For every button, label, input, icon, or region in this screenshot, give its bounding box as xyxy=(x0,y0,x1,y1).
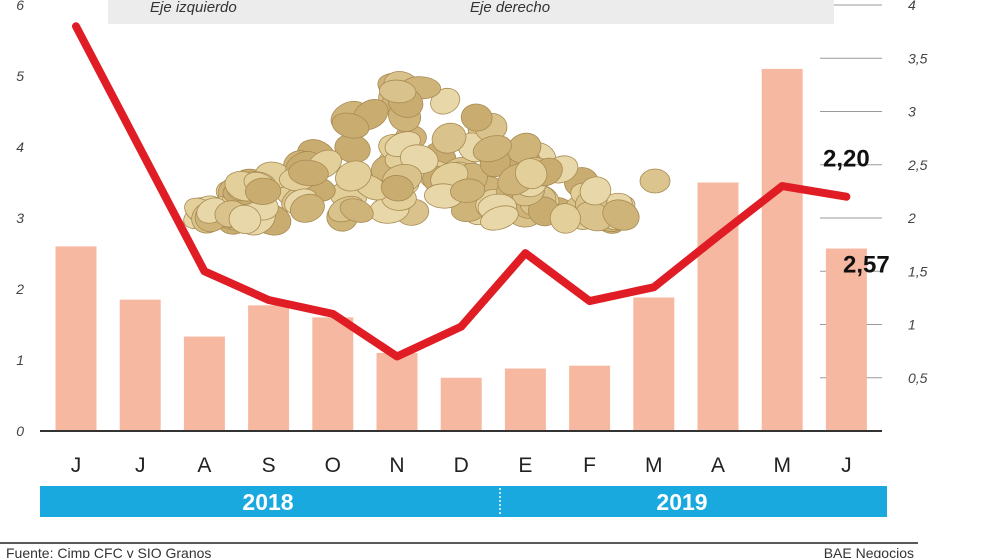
soybean xyxy=(602,199,640,231)
footer-credit: BAE Negocios xyxy=(824,545,914,558)
x-tick-label: M xyxy=(645,454,663,477)
data-labels: 2,57 2,20 xyxy=(823,146,890,279)
soybean xyxy=(331,112,370,139)
x-tick-label: M xyxy=(773,454,791,477)
footer-source: Fuente: Cimp CFC y SIO Granos xyxy=(6,545,211,558)
left-tick-label: 0 xyxy=(16,423,24,439)
soybean xyxy=(244,177,282,205)
left-tick-label: 5 xyxy=(16,68,24,84)
legend-left-text: Eje izquierdo xyxy=(150,0,237,16)
x-tick-label: F xyxy=(583,454,596,477)
soybean-illustration xyxy=(183,71,671,236)
soybean xyxy=(549,203,581,234)
year-label-2019: 2019 xyxy=(656,489,707,515)
left-tick-label: 6 xyxy=(16,0,24,13)
x-tick-label: J xyxy=(71,454,82,477)
bar xyxy=(312,317,354,431)
legend-background xyxy=(108,0,834,24)
soybean xyxy=(288,159,329,187)
x-tick-label: D xyxy=(454,454,469,477)
x-tick-label: A xyxy=(711,454,725,477)
soybean xyxy=(472,135,512,163)
right-tick-label: 3,5 xyxy=(908,50,928,66)
bar xyxy=(761,68,803,432)
legend-box: Eje izquierdo Eje derecho xyxy=(108,0,834,24)
soybean xyxy=(379,79,417,104)
bar xyxy=(376,352,418,431)
bar xyxy=(248,305,290,431)
year-label-2018: 2018 xyxy=(242,489,293,515)
soybean xyxy=(289,193,325,223)
soybean xyxy=(339,198,374,223)
bar xyxy=(633,297,675,431)
left-tick-label: 1 xyxy=(16,352,24,368)
soybean xyxy=(579,176,612,206)
data-label: 2,57 xyxy=(843,252,890,279)
right-axis-ticks: 0,5 1 1,5 2 2,5 3 3,5 4 xyxy=(907,0,928,386)
price-line xyxy=(72,22,851,361)
x-tick-label: N xyxy=(389,454,404,477)
soybean xyxy=(460,103,493,132)
bar xyxy=(569,365,611,431)
right-tick-label: 1,5 xyxy=(908,263,928,279)
soybean xyxy=(450,178,486,203)
x-tick-label: O xyxy=(325,454,341,477)
data-label: 2,20 xyxy=(823,146,870,173)
bar xyxy=(697,182,739,431)
soybean xyxy=(639,168,671,194)
right-tick-label: 2,5 xyxy=(907,157,928,173)
bars xyxy=(55,68,867,432)
legend-right-text: Eje derecho xyxy=(470,0,550,16)
soybean xyxy=(431,122,467,154)
right-tick-label: 0,5 xyxy=(908,370,928,386)
bar xyxy=(119,299,161,431)
left-axis-ticks: 0 1 2 3 4 5 6 xyxy=(15,0,24,439)
x-tick-label: J xyxy=(841,454,852,477)
left-tick-label: 4 xyxy=(16,139,24,155)
year-band: 2018 2019 xyxy=(40,486,887,517)
right-tick-label: 2 xyxy=(907,210,916,226)
right-tick-label: 3 xyxy=(908,104,916,120)
soybean xyxy=(380,175,414,202)
bar xyxy=(504,368,546,431)
soybean-pile-icon xyxy=(183,71,671,236)
bar xyxy=(183,336,225,431)
soybean xyxy=(480,205,519,231)
line-series xyxy=(72,22,851,361)
x-tick-label: E xyxy=(518,454,532,477)
year-band-background xyxy=(40,486,887,517)
right-tick-label: 4 xyxy=(908,0,916,13)
soybean xyxy=(335,160,372,192)
bar xyxy=(440,377,482,431)
soybean xyxy=(228,204,262,234)
x-tick-label: S xyxy=(262,454,276,477)
left-tick-label: 3 xyxy=(16,210,24,226)
bar xyxy=(55,246,97,431)
left-tick-label: 2 xyxy=(15,281,24,297)
x-tick-label: A xyxy=(197,454,211,477)
x-tick-label: J xyxy=(135,454,146,477)
bar xyxy=(825,248,867,431)
soybean xyxy=(514,158,548,190)
right-tick-label: 1 xyxy=(908,317,916,333)
